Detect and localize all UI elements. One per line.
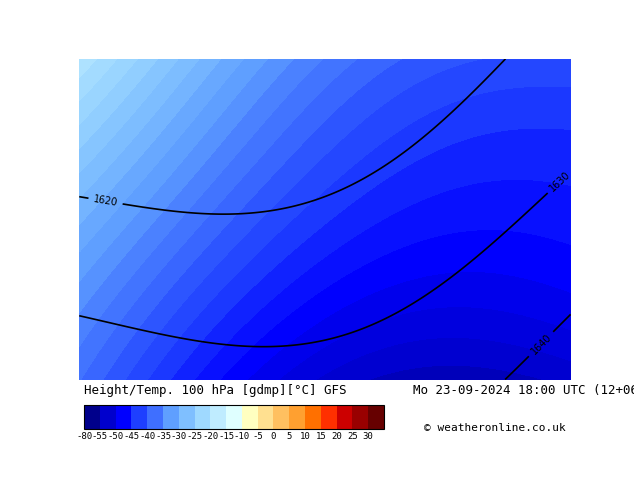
Bar [257, 405, 273, 429]
Text: 30: 30 [363, 432, 373, 441]
Bar [195, 405, 210, 429]
Text: 5: 5 [287, 432, 292, 441]
Text: -15: -15 [218, 432, 234, 441]
Bar [273, 405, 289, 429]
Text: -55: -55 [92, 432, 108, 441]
Text: 1640: 1640 [529, 332, 553, 356]
Text: -10: -10 [234, 432, 250, 441]
Bar [226, 405, 242, 429]
Bar [84, 405, 384, 429]
Text: -40: -40 [139, 432, 155, 441]
Text: © weatheronline.co.uk: © weatheronline.co.uk [424, 423, 566, 433]
Bar [84, 405, 100, 429]
Bar [116, 405, 131, 429]
Bar [100, 405, 116, 429]
Text: -30: -30 [171, 432, 187, 441]
Text: 10: 10 [300, 432, 311, 441]
Bar [210, 405, 226, 429]
Bar [242, 405, 257, 429]
Text: -80: -80 [76, 432, 92, 441]
Text: 0: 0 [271, 432, 276, 441]
Text: -25: -25 [186, 432, 203, 441]
Text: -5: -5 [252, 432, 263, 441]
Text: -45: -45 [124, 432, 139, 441]
Bar [289, 405, 305, 429]
Bar [147, 405, 163, 429]
Bar [321, 405, 337, 429]
Text: Height/Temp. 100 hPa [gdmp][°C] GFS: Height/Temp. 100 hPa [gdmp][°C] GFS [84, 384, 347, 397]
Text: -35: -35 [155, 432, 171, 441]
Text: -20: -20 [202, 432, 219, 441]
Bar [179, 405, 195, 429]
Text: 25: 25 [347, 432, 358, 441]
Bar [305, 405, 321, 429]
Bar [131, 405, 147, 429]
Bar [368, 405, 384, 429]
Text: 1620: 1620 [93, 194, 119, 208]
Bar [337, 405, 353, 429]
Bar [163, 405, 179, 429]
Text: 1630: 1630 [548, 169, 573, 193]
Text: -50: -50 [108, 432, 124, 441]
Bar [353, 405, 368, 429]
Text: 20: 20 [331, 432, 342, 441]
Text: 15: 15 [315, 432, 326, 441]
Text: Mo 23-09-2024 18:00 UTC (12+06): Mo 23-09-2024 18:00 UTC (12+06) [413, 384, 634, 397]
